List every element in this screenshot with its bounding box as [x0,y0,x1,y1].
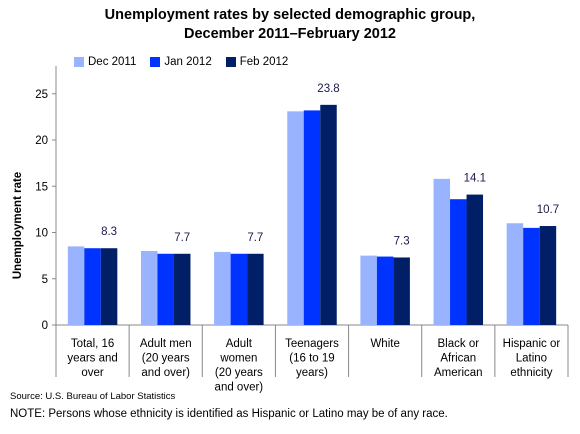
bar-feb-2012-6 [539,226,557,325]
x-tick-label: years and [67,353,118,365]
data-label: 8.3 [101,226,117,238]
bar-jan-2012-1 [157,253,174,325]
x-tick-label: American [434,367,483,379]
x-tick-label: women [219,353,257,365]
bar-feb-2012-5 [466,194,484,325]
x-tick-label: Adult men [140,338,192,350]
bar-feb-2012-1 [173,253,191,325]
bar-dec-2011-1 [140,251,158,325]
chart-title: Unemployment rates by selected demograph… [0,6,580,44]
bar-feb-2012-3 [320,104,337,325]
x-tick-label: (20 years [215,367,263,379]
x-tick-label: White [370,338,399,350]
y-axis-title: Unemployment rate [12,172,24,279]
bar-feb-2012-4 [393,257,410,325]
x-tick-label: (20 years [142,353,190,365]
bar-dec-2011-0 [67,246,85,325]
legend-label-jan-2012: Jan 2012 [164,56,212,68]
data-label: 14.1 [464,173,486,185]
x-tick-label: (16 to 19 [289,353,334,365]
note-text: NOTE: Persons whose ethnicity is identif… [10,408,448,420]
bar-feb-2012-0 [100,248,118,325]
y-tick-label: 10 [35,228,48,240]
bar-jan-2012-5 [450,199,467,325]
legend-item-dec-2011: Dec 2011 [74,56,136,68]
bar-jan-2012-0 [84,248,101,325]
bar-dec-2011-2 [214,251,231,325]
data-label: 7.3 [394,235,410,247]
bar-feb-2012-2 [247,253,264,325]
bar-dec-2011-3 [287,111,304,325]
legend-label-dec-2011: Dec 2011 [88,56,137,68]
legend-item-feb-2012: Feb 2012 [225,56,289,68]
bar-dec-2011-6 [506,223,524,325]
y-tick-label: 25 [35,89,48,101]
bar-dec-2011-4 [360,255,377,325]
x-tick-label: Total, 16 [71,338,114,350]
legend: Dec 2011 Jan 2012 Feb 2012 [74,56,288,68]
bar-jan-2012-2 [230,253,248,325]
x-tick-label: Teenagers [285,338,339,350]
x-tick-label: and over) [141,367,190,379]
data-label: 10.7 [537,204,559,216]
source-text: Source: U.S. Bureau of Labor Statistics [10,391,176,402]
data-label: 23.8 [317,83,339,95]
legend-item-jan-2012: Jan 2012 [150,56,212,68]
legend-swatch-jan-2012 [150,57,161,67]
x-tick-label: and over) [215,382,264,394]
x-tick-label: years) [296,367,328,379]
y-tick-label: 0 [42,320,48,332]
y-tick-label: 20 [35,135,48,147]
y-tick-label: 5 [42,274,48,286]
bar-jan-2012-4 [376,256,394,325]
x-tick-label: Hispanic or [503,338,561,350]
x-tick-label: African [440,353,476,365]
x-tick-label: Adult [226,338,253,350]
data-label: 7.7 [247,232,263,244]
chart-title-line-1: Unemployment rates by selected demograph… [104,7,476,23]
x-tick-label: ethnicity [510,367,552,379]
x-tick-label: Black or [438,338,480,350]
legend-label-feb-2012: Feb 2012 [239,56,289,68]
x-tick-label: Latino [516,353,547,365]
bar-jan-2012-6 [523,227,540,325]
legend-swatch-feb-2012 [225,57,236,67]
bar-dec-2011-5 [433,178,451,325]
x-tick-label: over [81,367,104,379]
bar-jan-2012-3 [303,110,321,326]
chart-title-line-2: December 2011–February 2012 [183,26,396,42]
y-tick-label: 15 [35,181,48,193]
legend-swatch-dec-2011 [74,57,84,67]
data-label: 7.7 [174,232,190,244]
